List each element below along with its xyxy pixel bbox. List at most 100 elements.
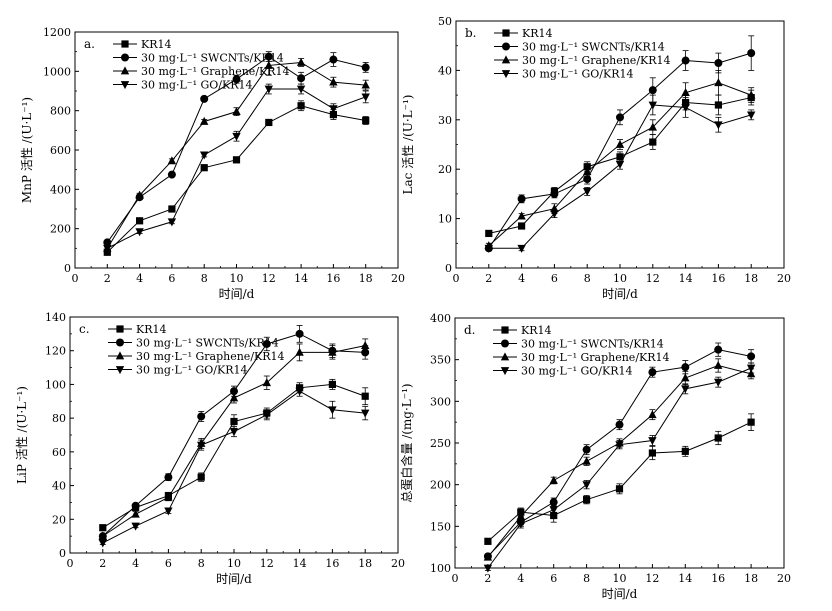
- data-point: [164, 492, 173, 501]
- data-point: [361, 341, 370, 350]
- x-tick-label: 18: [359, 272, 373, 285]
- y-tick-label: 30: [438, 114, 452, 127]
- data-point: [615, 139, 625, 148]
- data-point: [582, 445, 591, 454]
- data-point: [583, 188, 592, 197]
- panel-c: 0 2 4 6 8 10 12 14 16 18 20 0 20 40 60 80 100 120 140 时间/d L…: [15, 311, 405, 586]
- data-point: [131, 509, 140, 518]
- data-point: [714, 360, 723, 369]
- x-tick-label: 2: [485, 272, 492, 285]
- y-tick-label: 20: [438, 163, 452, 176]
- y-tick-label: 0: [59, 547, 66, 560]
- legend-label: KR14: [522, 27, 553, 40]
- series-line: [102, 390, 366, 544]
- y-tick-label: 400: [50, 183, 71, 196]
- x-tick-label: 10: [613, 572, 627, 585]
- data-point: [615, 485, 624, 493]
- data-point: [164, 473, 173, 482]
- data-point: [649, 138, 657, 146]
- series-3: [103, 83, 370, 253]
- data-point: [550, 189, 559, 198]
- data-point: [328, 380, 336, 389]
- data-point: [296, 57, 306, 66]
- data-point: [714, 378, 723, 387]
- data-point: [747, 90, 756, 99]
- data-point: [200, 151, 209, 160]
- x-tick-label: 4: [136, 272, 143, 285]
- data-point: [232, 75, 241, 84]
- data-point: [518, 222, 526, 230]
- data-point: [361, 80, 370, 89]
- panel-label: a.: [84, 37, 95, 51]
- y-tick-label: 100: [430, 562, 451, 575]
- data-point: [747, 418, 755, 426]
- legend-label: 30 mg·L⁻¹ SWCNTs/KR14: [141, 52, 284, 65]
- x-tick-label: 0: [72, 272, 79, 285]
- legend-marker: [501, 339, 509, 348]
- data-point: [550, 204, 559, 213]
- y-tick-label: 100: [45, 378, 66, 391]
- x-tick-label: 2: [99, 557, 106, 570]
- x-tick-label: 18: [358, 557, 372, 570]
- data-point: [295, 329, 304, 338]
- series-line: [487, 364, 752, 558]
- y-tick-label: 1000: [43, 65, 71, 78]
- data-point: [583, 496, 591, 504]
- y-tick-label: 120: [45, 345, 66, 358]
- legend-item: KR14: [493, 324, 552, 337]
- data-point: [483, 552, 493, 561]
- data-point: [681, 88, 690, 97]
- x-tick-label: 14: [294, 272, 308, 285]
- data-point: [361, 63, 370, 72]
- data-point: [615, 160, 625, 169]
- data-point: [265, 118, 273, 127]
- data-point: [262, 378, 271, 387]
- data-point: [295, 347, 304, 356]
- data-point: [197, 412, 206, 421]
- data-point: [516, 520, 525, 529]
- y-tick-label: 600: [50, 144, 71, 157]
- y-tick-label: 0: [64, 262, 71, 275]
- x-tick-label: 0: [452, 572, 459, 585]
- x-tick-label: 8: [583, 572, 590, 585]
- legend-marker: [501, 326, 509, 334]
- data-point: [484, 537, 492, 545]
- x-tick-label: 20: [391, 272, 405, 285]
- y-tick-label: 140: [45, 311, 66, 324]
- y-axis-label: LiP 活性 /(U·L⁻¹): [15, 386, 29, 484]
- data-point: [616, 153, 624, 161]
- x-tick-label: 20: [777, 272, 791, 285]
- panel-d: 0 2 4 6 8 10 12 14 16 18 20 100 150 200 250 300 350 400 时间…: [399, 312, 791, 601]
- legend-marker: [115, 351, 125, 360]
- panel-label: d.: [464, 323, 476, 337]
- data-point: [681, 447, 689, 455]
- y-tick-label: 250: [430, 437, 451, 450]
- data-point: [135, 190, 144, 199]
- series-3: [98, 385, 370, 548]
- data-point: [746, 364, 756, 373]
- data-point: [483, 564, 493, 573]
- data-point: [99, 524, 107, 532]
- data-point: [714, 101, 722, 109]
- x-tick-label: 2: [484, 572, 491, 585]
- data-point: [264, 60, 273, 69]
- y-tick-label: 200: [430, 479, 451, 492]
- data-point: [103, 244, 112, 253]
- data-point: [296, 85, 306, 94]
- data-point: [648, 410, 657, 419]
- x-axis-label: 时间/d: [219, 287, 255, 301]
- legend-marker: [116, 338, 124, 347]
- data-point: [229, 428, 239, 437]
- legend-marker: [502, 42, 510, 51]
- legend-label: 30 mg·L⁻¹ SWCNTs/KR14: [522, 41, 665, 54]
- x-tick-label: 8: [584, 272, 591, 285]
- legend-marker: [501, 55, 511, 64]
- data-point: [329, 77, 338, 86]
- data-point: [517, 194, 526, 203]
- y-tick-label: 40: [52, 480, 66, 493]
- legend-label: KR14: [136, 323, 167, 336]
- x-tick-label: 12: [646, 272, 660, 285]
- data-point: [295, 387, 304, 396]
